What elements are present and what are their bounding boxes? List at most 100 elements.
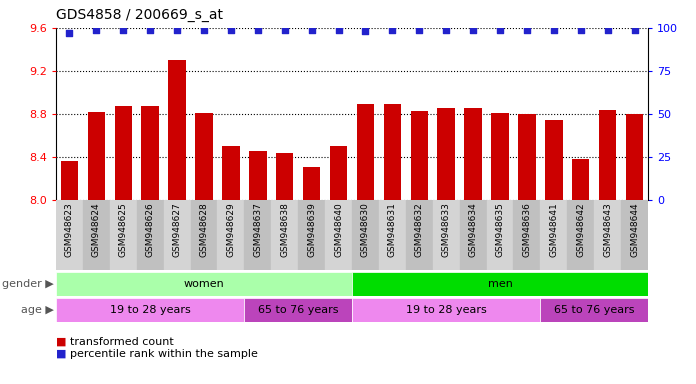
- Bar: [56, 272, 352, 296]
- Bar: [244, 200, 271, 270]
- Text: men: men: [488, 279, 512, 289]
- Bar: [196, 113, 213, 200]
- Bar: [572, 159, 590, 200]
- Bar: [352, 272, 648, 296]
- Point: [413, 26, 425, 33]
- Bar: [141, 106, 159, 200]
- Bar: [438, 108, 455, 200]
- Bar: [594, 200, 621, 270]
- Text: transformed count: transformed count: [70, 337, 174, 347]
- Text: GSM948629: GSM948629: [226, 202, 235, 257]
- Text: 65 to 76 years: 65 to 76 years: [258, 305, 338, 315]
- Text: GSM948637: GSM948637: [253, 202, 262, 257]
- Bar: [487, 200, 514, 270]
- Point: [90, 26, 102, 33]
- Text: 19 to 28 years: 19 to 28 years: [406, 305, 487, 315]
- Bar: [56, 298, 244, 322]
- Point: [575, 26, 586, 33]
- Bar: [276, 153, 294, 200]
- Bar: [352, 298, 540, 322]
- Bar: [464, 108, 482, 200]
- Bar: [191, 200, 217, 270]
- Bar: [514, 200, 540, 270]
- Text: GSM948636: GSM948636: [523, 202, 532, 257]
- Bar: [330, 146, 347, 200]
- Text: GSM948644: GSM948644: [630, 202, 639, 257]
- Text: GSM948633: GSM948633: [442, 202, 451, 257]
- Text: GSM948630: GSM948630: [361, 202, 370, 257]
- Text: GSM948634: GSM948634: [468, 202, 477, 257]
- Bar: [298, 200, 325, 270]
- Text: GSM948643: GSM948643: [603, 202, 612, 257]
- Bar: [168, 60, 186, 200]
- Bar: [621, 200, 648, 270]
- Point: [521, 26, 532, 33]
- Bar: [411, 111, 428, 200]
- Point: [145, 26, 156, 33]
- Text: GSM948631: GSM948631: [388, 202, 397, 257]
- Text: GSM948628: GSM948628: [200, 202, 209, 257]
- Bar: [271, 200, 298, 270]
- Text: GSM948625: GSM948625: [119, 202, 128, 257]
- Bar: [491, 113, 509, 200]
- Text: GSM948639: GSM948639: [307, 202, 316, 257]
- Text: GSM948638: GSM948638: [280, 202, 290, 257]
- Point: [441, 26, 452, 33]
- Bar: [325, 200, 352, 270]
- Bar: [244, 298, 352, 322]
- Text: GDS4858 / 200669_s_at: GDS4858 / 200669_s_at: [56, 8, 223, 22]
- Point: [333, 26, 344, 33]
- Point: [629, 26, 640, 33]
- Text: women: women: [184, 279, 224, 289]
- Point: [171, 26, 182, 33]
- Bar: [222, 146, 239, 200]
- Point: [118, 26, 129, 33]
- Bar: [83, 200, 110, 270]
- Text: GSM948635: GSM948635: [496, 202, 505, 257]
- Point: [198, 26, 209, 33]
- Bar: [357, 104, 374, 200]
- Bar: [61, 161, 78, 200]
- Point: [306, 26, 317, 33]
- Bar: [599, 110, 617, 200]
- Point: [548, 26, 560, 33]
- Text: age ▶: age ▶: [21, 305, 54, 315]
- Text: gender ▶: gender ▶: [2, 279, 54, 289]
- Bar: [110, 200, 136, 270]
- Text: ■: ■: [56, 349, 67, 359]
- Text: GSM948627: GSM948627: [173, 202, 182, 257]
- Bar: [567, 200, 594, 270]
- Point: [279, 26, 290, 33]
- Point: [468, 26, 479, 33]
- Bar: [383, 104, 401, 200]
- Text: GSM948641: GSM948641: [549, 202, 558, 257]
- Bar: [626, 114, 643, 200]
- Text: ■: ■: [56, 337, 67, 347]
- Bar: [164, 200, 191, 270]
- Point: [360, 28, 371, 35]
- Bar: [379, 200, 406, 270]
- Bar: [303, 167, 320, 200]
- Text: GSM948623: GSM948623: [65, 202, 74, 257]
- Point: [602, 26, 613, 33]
- Point: [64, 30, 75, 36]
- Bar: [115, 106, 132, 200]
- Text: GSM948642: GSM948642: [576, 202, 585, 257]
- Bar: [545, 121, 562, 200]
- Bar: [406, 200, 433, 270]
- Text: GSM948624: GSM948624: [92, 202, 101, 257]
- Bar: [88, 112, 105, 200]
- Point: [252, 26, 263, 33]
- Bar: [459, 200, 487, 270]
- Point: [494, 26, 505, 33]
- Bar: [518, 114, 536, 200]
- Bar: [136, 200, 164, 270]
- Point: [226, 26, 237, 33]
- Text: percentile rank within the sample: percentile rank within the sample: [70, 349, 258, 359]
- Text: 19 to 28 years: 19 to 28 years: [110, 305, 191, 315]
- Bar: [56, 200, 83, 270]
- Bar: [352, 200, 379, 270]
- Text: GSM948640: GSM948640: [334, 202, 343, 257]
- Bar: [540, 298, 648, 322]
- Point: [387, 26, 398, 33]
